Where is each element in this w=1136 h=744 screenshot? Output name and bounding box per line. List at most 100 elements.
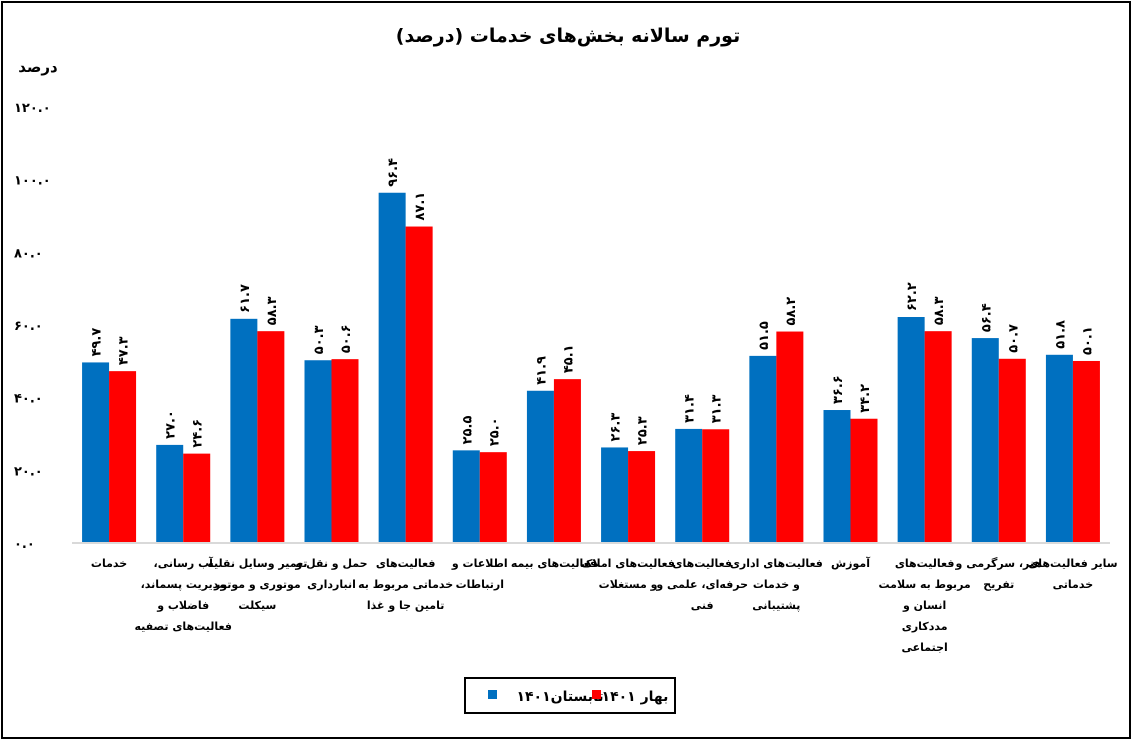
category-label: سایر فعالیت‌های [1028, 557, 1117, 570]
category-label: خدمات [91, 557, 127, 570]
category-label: انسان و [902, 599, 946, 612]
bar-series-1 [405, 226, 433, 543]
data-label: ۲۵.۳ [636, 416, 651, 445]
bars [82, 192, 1100, 543]
bar-series-0 [823, 410, 851, 543]
bar-series-0 [82, 362, 110, 543]
data-label: ۵۶.۴ [979, 303, 994, 332]
data-label: ۲۵.۵ [460, 416, 475, 445]
bar-series-1 [702, 429, 730, 543]
y-tick-label: ۲۰.۰ [14, 464, 43, 479]
y-axis-ticks: ۰.۰ ۲۰.۰ ۴۰.۰ ۶۰.۰ ۸۰.۰ ۱۰۰.۰ ۱۲۰.۰ [14, 101, 51, 552]
category-label: انبارداری [307, 578, 356, 591]
category-label: تامین جا و غذا [367, 599, 444, 612]
category-label: آموزش [831, 556, 870, 570]
bar-series-1 [183, 453, 211, 543]
category-label: فعالیت‌های تصفیه [134, 620, 232, 633]
data-label: ۵۰.۷ [1006, 324, 1021, 353]
category-label: مربوط به سلامت [879, 578, 971, 591]
y-tick-label: ۴۰.۰ [14, 392, 43, 407]
bar-series-0 [378, 192, 406, 543]
bar-series-1 [850, 418, 878, 543]
bar-series-1 [924, 331, 952, 543]
category-label: فاضلاب و [156, 599, 209, 612]
data-label: ۵۸.۳ [932, 296, 947, 325]
bar-series-0 [601, 447, 629, 543]
data-label: ۶۲.۲ [905, 282, 920, 311]
category-label: فعالیت‌های [895, 557, 955, 570]
y-tick-label: ۱۲۰.۰ [14, 101, 51, 116]
bar-series-1 [331, 359, 359, 543]
y-tick-label: ۸۰.۰ [14, 246, 43, 261]
y-tick-label: ۶۰.۰ [14, 319, 43, 334]
chart-title: تورم سالانه بخش‌های خدمات (درصد) [396, 25, 740, 47]
y-tick-label: ۱۰۰.۰ [14, 174, 51, 189]
category-label: آب رسانی، [154, 556, 214, 570]
legend-swatch-series-0 [488, 690, 497, 699]
category-label: حمل و نقل و [294, 557, 367, 570]
y-tick-label: ۰.۰ [14, 537, 35, 552]
bar-series-0 [897, 317, 925, 543]
legend-label-series-0: تابستان۱۴۰۱ [516, 689, 603, 705]
bar-series-0 [1045, 354, 1073, 543]
bar-series-1 [776, 331, 804, 543]
category-label: تعمیر وسایل نقلیه [207, 557, 307, 570]
bar-series-1 [998, 358, 1026, 543]
data-label: ۵۱.۸ [1053, 320, 1068, 349]
bar-series-1 [553, 379, 581, 543]
legend-label-series-1: بهار ۱۴۰۱ [602, 689, 669, 705]
data-label: ۳۴.۲ [858, 384, 873, 413]
category-label: فعالیت‌های املاک [581, 557, 675, 570]
category-labels: خدمات آب رسانی، مدیریت پسماند، فاضلاب و فعال… [91, 556, 1118, 654]
category-label: فعالیت‌های اداری [730, 557, 823, 570]
bar-series-1 [628, 451, 656, 543]
bar-series-0 [749, 355, 777, 543]
data-label: ۹۶.۴ [386, 158, 401, 187]
category-label: پشتیبانی [752, 599, 800, 612]
bar-series-0 [156, 444, 184, 543]
data-label: ۵۱.۵ [757, 321, 772, 350]
data-label: ۲۵.۰ [487, 417, 502, 446]
data-label: ۴۱.۹ [534, 356, 549, 385]
bar-series-1 [1072, 360, 1100, 543]
data-labels: ۴۹.۷ ۴۷.۳ ۲۷.۰ ۲۴.۶ ۶۱.۷ ۵۸.۳ ۵۰.۳ ۵۰.۶ ۹۶.۴ ۸۷.۱… [90, 158, 1096, 448]
category-label: فعالیت‌های [672, 557, 732, 570]
category-label: حرفه‌ای، علمی و [655, 578, 748, 591]
category-label: فعالیت‌های [376, 557, 436, 570]
category-label: اطلاعات و [451, 557, 508, 570]
category-label: و خدمات [753, 578, 800, 591]
data-label: ۴۵.۱ [561, 344, 576, 373]
data-label: ۲۷.۰ [164, 410, 179, 439]
category-label: خدماتی [1053, 578, 1093, 591]
category-label: خدماتی مربوط به [358, 578, 453, 591]
category-label: تفریح [983, 578, 1014, 591]
data-label: ۳۱.۴ [683, 394, 698, 423]
category-label: مدیریت پسماند، [141, 578, 226, 591]
data-label: ۳۱.۳ [710, 394, 725, 423]
category-label: و مستغلات [599, 578, 658, 591]
bar-series-0 [452, 450, 480, 543]
data-label: ۸۷.۱ [413, 192, 428, 221]
category-label: موتوری و موتور [213, 578, 301, 591]
y-axis-label: درصد [18, 58, 58, 76]
category-label: مددکاری [902, 620, 948, 633]
category-label: سیکلت [238, 599, 276, 612]
bar-series-1 [479, 452, 507, 543]
data-label: ۵۸.۲ [784, 297, 799, 326]
category-label: هنر، سرگرمی و [955, 557, 1042, 570]
data-label: ۲۶.۳ [609, 413, 624, 442]
bar-series-1 [257, 331, 285, 543]
legend-box [464, 677, 676, 714]
data-label: ۵۰.۶ [339, 324, 354, 353]
category-label: ارتباطات [456, 578, 504, 591]
data-label: ۵۸.۳ [265, 296, 280, 325]
category-label: اجتماعی [901, 641, 947, 654]
data-label: ۴۹.۷ [90, 328, 105, 357]
bar-series-0 [526, 390, 554, 543]
bar-series-0 [971, 338, 999, 543]
bar-series-0 [230, 318, 258, 543]
data-label: ۲۴.۶ [191, 419, 206, 448]
bar-series-0 [304, 360, 332, 543]
legend-swatch-series-1 [592, 690, 601, 699]
